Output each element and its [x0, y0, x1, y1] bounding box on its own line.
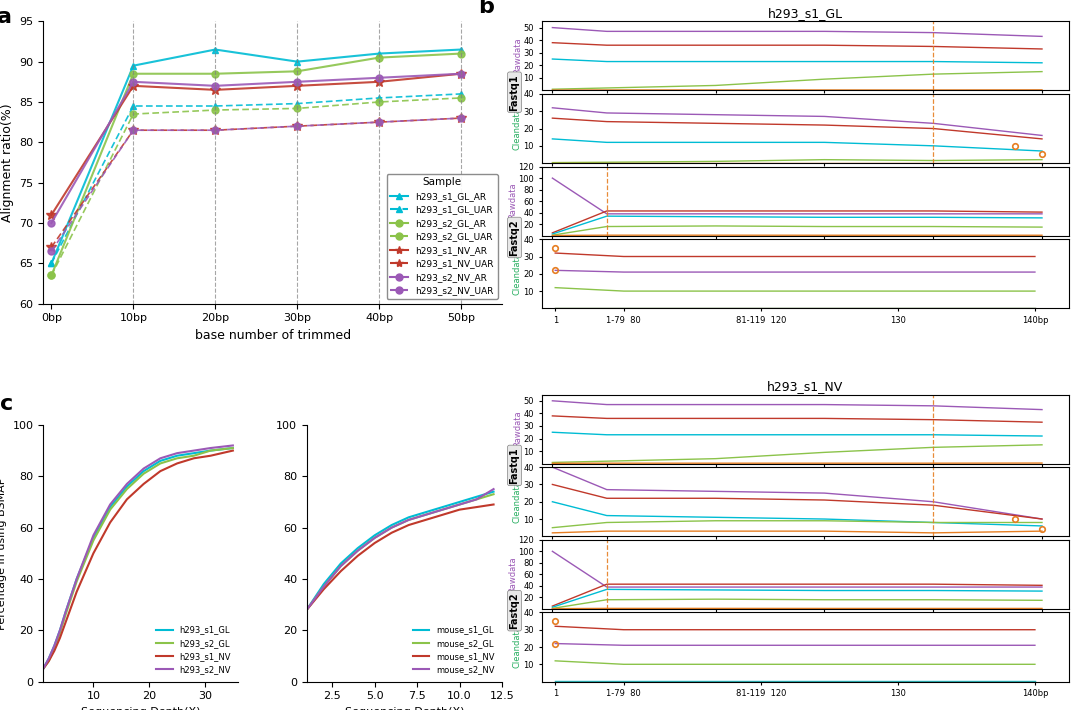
Text: c: c [0, 394, 13, 414]
Text: Fastq1: Fastq1 [510, 447, 519, 484]
Y-axis label: Cleandata: Cleandata [513, 252, 522, 295]
Text: a: a [0, 7, 12, 27]
Title: h293_s1_NV: h293_s1_NV [767, 381, 843, 393]
Y-axis label: Cleandata: Cleandata [513, 480, 522, 523]
Y-axis label: Rawdata: Rawdata [513, 411, 522, 447]
Y-axis label: Rawdata: Rawdata [508, 556, 516, 593]
Text: Fastq1: Fastq1 [510, 74, 519, 111]
Y-axis label: Cleandata: Cleandata [513, 107, 522, 150]
Text: Fastq2: Fastq2 [510, 219, 519, 256]
Y-axis label: Cleandata: Cleandata [513, 626, 522, 668]
X-axis label: Sequencing Depth(X): Sequencing Depth(X) [345, 707, 464, 710]
X-axis label: Sequencing Depth(X): Sequencing Depth(X) [81, 707, 201, 710]
Legend: mouse_s1_GL, mouse_s2_GL, mouse_s1_NV, mouse_s2_NV: mouse_s1_GL, mouse_s2_GL, mouse_s1_NV, m… [409, 622, 498, 677]
Y-axis label: Rawdata: Rawdata [513, 38, 522, 75]
Text: Fastq2: Fastq2 [510, 592, 519, 629]
Title: h293_s1_GL: h293_s1_GL [768, 7, 842, 20]
Y-axis label: Percentage in using BSMAP: Percentage in using BSMAP [0, 477, 6, 630]
X-axis label: base number of trimmed: base number of trimmed [194, 329, 351, 342]
Legend: h293_s1_GL_AR, h293_s1_GL_UAR, h293_s2_GL_AR, h293_s2_GL_UAR, h293_s1_NV_AR, h29: h293_s1_GL_AR, h293_s1_GL_UAR, h293_s2_G… [387, 174, 498, 299]
Y-axis label: Rawdata: Rawdata [508, 183, 516, 219]
Text: b: b [478, 0, 494, 17]
Legend: h293_s1_GL, h293_s2_GL, h293_s1_NV, h293_s2_NV: h293_s1_GL, h293_s2_GL, h293_s1_NV, h293… [152, 622, 234, 677]
Y-axis label: Alignment ratio(%): Alignment ratio(%) [1, 103, 14, 222]
